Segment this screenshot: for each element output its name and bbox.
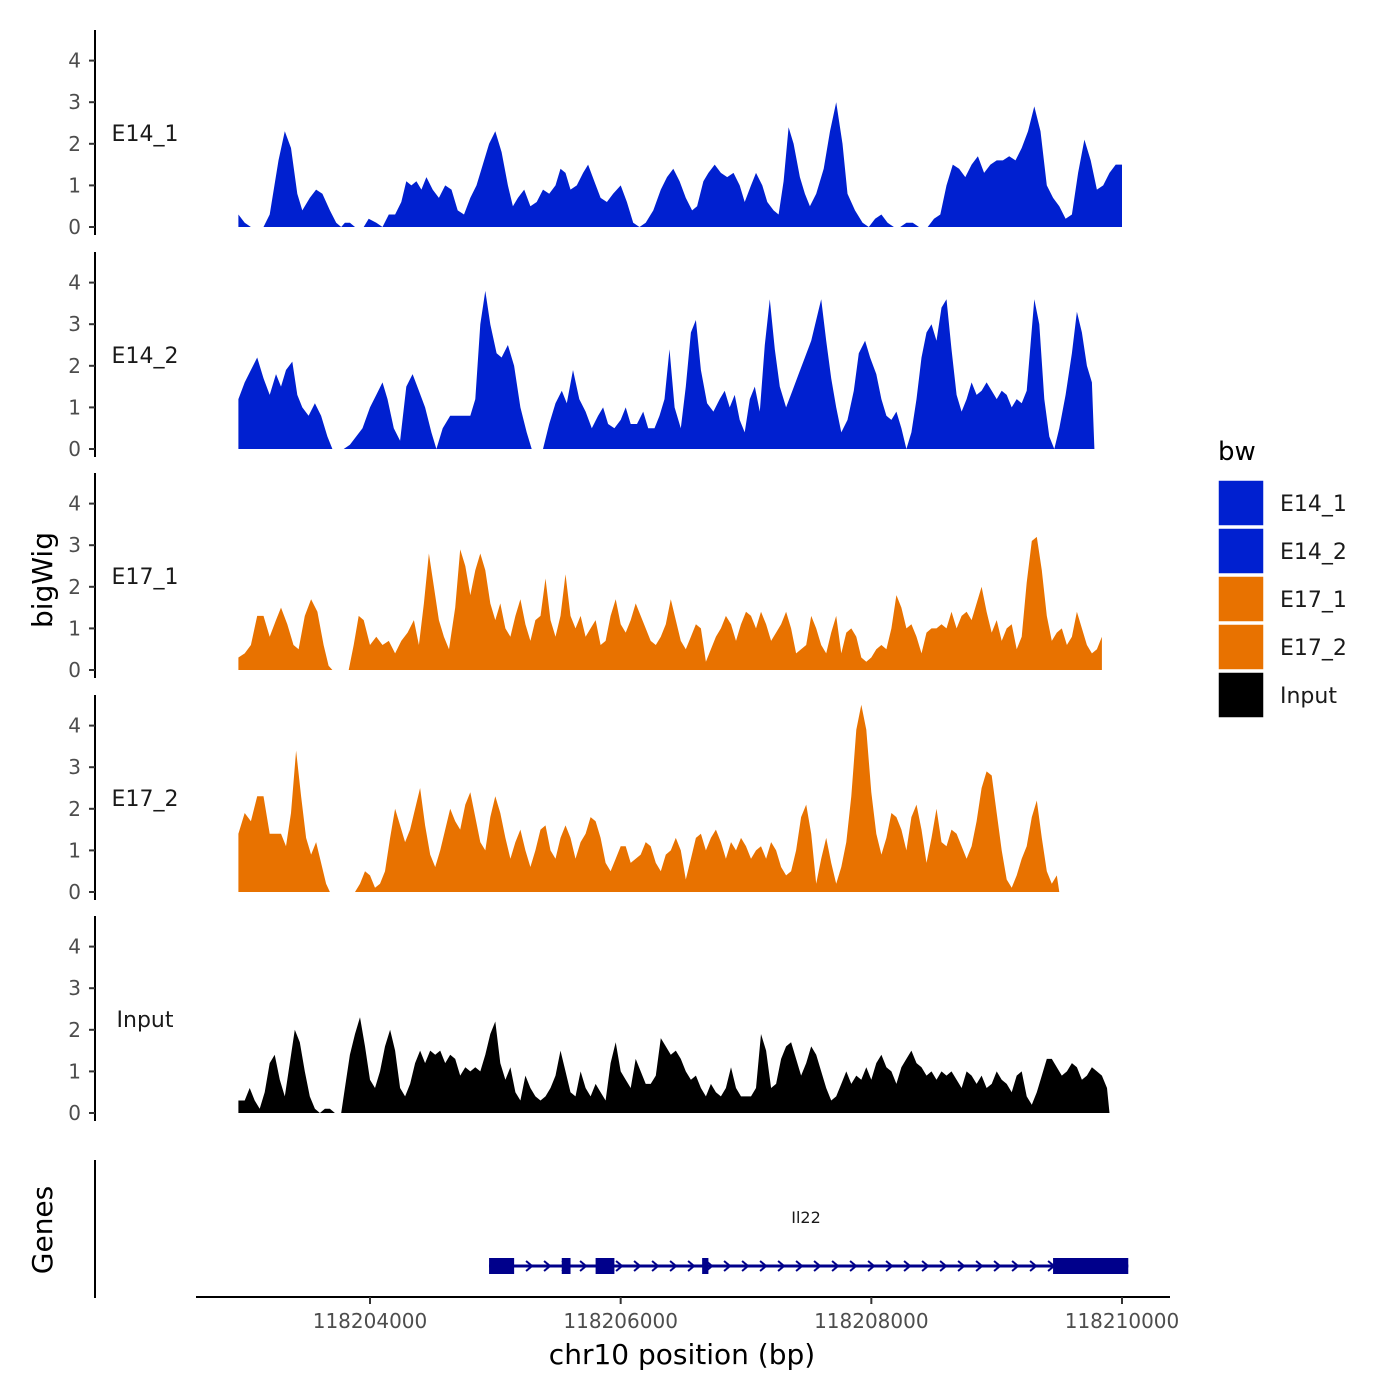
y-tick-label: 1 bbox=[68, 616, 81, 640]
strand-arrow bbox=[849, 1260, 858, 1272]
strand-arrow bbox=[615, 1260, 624, 1272]
strand-arrow bbox=[921, 1260, 930, 1272]
track-label: E17_1 bbox=[112, 565, 179, 590]
coverage-area bbox=[238, 290, 1095, 449]
strand-arrow bbox=[687, 1260, 696, 1272]
y-tick-label: 1 bbox=[68, 173, 81, 197]
strand-arrow bbox=[831, 1260, 840, 1272]
strand-arrow bbox=[723, 1260, 732, 1272]
y-tick-label: 4 bbox=[68, 492, 81, 516]
y-tick-label: 3 bbox=[68, 755, 81, 779]
strand-arrow bbox=[759, 1260, 768, 1272]
strand-arrow bbox=[813, 1260, 822, 1272]
strand-arrow bbox=[867, 1260, 876, 1272]
legend: bw E14_1 E14_2 E17_1 E17_2 Input bbox=[1217, 437, 1347, 719]
coverage-area bbox=[238, 1017, 1110, 1113]
x-tick-label: 118206000 bbox=[563, 1309, 678, 1333]
exon bbox=[561, 1258, 571, 1274]
coverage-area bbox=[238, 536, 1102, 670]
y-tick-label: 2 bbox=[68, 797, 81, 821]
exon bbox=[702, 1258, 709, 1274]
y-tick-label: 1 bbox=[68, 395, 81, 419]
x-tick-label: 118204000 bbox=[313, 1309, 428, 1333]
exon bbox=[1053, 1258, 1129, 1274]
track-E14_1: 0 1 2 3 4 E14_1 bbox=[68, 30, 1122, 239]
track-label: E14_1 bbox=[112, 122, 179, 147]
track-E14_2: 0 1 2 3 4 E14_2 bbox=[68, 252, 1095, 461]
strand-arrow bbox=[579, 1260, 588, 1272]
coverage-area bbox=[238, 704, 1060, 892]
strand-arrow bbox=[741, 1260, 750, 1272]
bigwig-tracks: 0 1 2 3 4 E14_1 0 1 2 3 4 E14_2 0 1 2 3 4 E17_1 0 1 2 3 4 E17_2… bbox=[68, 30, 1122, 1125]
legend-label: E17_1 bbox=[1280, 588, 1347, 613]
y-tick-label: 2 bbox=[68, 132, 81, 156]
y-axis-title: bigWig bbox=[26, 532, 59, 628]
track-Input: 0 1 2 3 4 Input bbox=[68, 916, 1110, 1125]
strand-arrow bbox=[993, 1260, 1002, 1272]
strand-arrow bbox=[957, 1260, 966, 1272]
track-E17_1: 0 1 2 3 4 E17_1 bbox=[68, 473, 1102, 682]
y-tick-label: 1 bbox=[68, 838, 81, 862]
y-tick-label: 2 bbox=[68, 354, 81, 378]
strand-arrow bbox=[651, 1260, 660, 1272]
legend-title: bw bbox=[1218, 437, 1256, 467]
strand-arrow bbox=[885, 1260, 894, 1272]
y-tick-label: 2 bbox=[68, 575, 81, 599]
y-tick-label: 3 bbox=[68, 533, 81, 557]
legend-label: E14_2 bbox=[1280, 540, 1347, 565]
y-tick-label: 0 bbox=[68, 437, 81, 461]
y-tick-label: 4 bbox=[68, 935, 81, 959]
y-tick-label: 3 bbox=[68, 312, 81, 336]
gene-track: Il22 bbox=[94, 1160, 1129, 1298]
strand-arrow bbox=[777, 1260, 786, 1272]
x-tick-label: 118210000 bbox=[1065, 1309, 1180, 1333]
exon bbox=[595, 1258, 615, 1274]
strand-arrow bbox=[633, 1260, 642, 1272]
legend-swatch bbox=[1217, 671, 1265, 719]
y-tick-label: 0 bbox=[68, 1101, 81, 1125]
genes-axis-title: Genes bbox=[26, 1186, 59, 1274]
strand-arrow bbox=[1029, 1260, 1038, 1272]
legend-label: Input bbox=[1280, 684, 1337, 709]
track-label: E17_2 bbox=[112, 787, 179, 812]
track-label: Input bbox=[117, 1008, 174, 1033]
y-tick-label: 3 bbox=[68, 90, 81, 114]
legend-label: E14_1 bbox=[1280, 492, 1347, 517]
legend-swatch bbox=[1217, 479, 1265, 527]
legend-swatch bbox=[1217, 575, 1265, 623]
coverage-area bbox=[238, 102, 1122, 227]
y-tick-label: 3 bbox=[68, 976, 81, 1000]
legend-label: E17_2 bbox=[1280, 636, 1347, 661]
exon bbox=[489, 1258, 515, 1274]
strand-arrow bbox=[525, 1260, 534, 1272]
y-tick-label: 0 bbox=[68, 658, 81, 682]
strand-arrow bbox=[975, 1260, 984, 1272]
gene-name-label: Il22 bbox=[791, 1208, 821, 1227]
strand-arrow bbox=[795, 1260, 804, 1272]
legend-swatch bbox=[1217, 527, 1265, 575]
x-axis: 118204000 118206000 118208000 118210000 bbox=[196, 1296, 1180, 1333]
strand-arrow bbox=[939, 1260, 948, 1272]
y-tick-label: 4 bbox=[68, 714, 81, 738]
legend-swatch bbox=[1217, 623, 1265, 671]
x-axis-title: chr10 position (bp) bbox=[549, 1338, 815, 1371]
y-tick-label: 2 bbox=[68, 1018, 81, 1042]
y-tick-label: 0 bbox=[68, 880, 81, 904]
strand-arrow bbox=[903, 1260, 912, 1272]
strand-arrow bbox=[543, 1260, 552, 1272]
y-tick-label: 0 bbox=[68, 215, 81, 239]
strand-arrow bbox=[1011, 1260, 1020, 1272]
y-tick-label: 1 bbox=[68, 1059, 81, 1083]
x-tick-label: 118208000 bbox=[814, 1309, 929, 1333]
y-tick-label: 4 bbox=[68, 49, 81, 73]
y-tick-label: 4 bbox=[68, 271, 81, 295]
track-E17_2: 0 1 2 3 4 E17_2 bbox=[68, 695, 1060, 904]
strand-arrow bbox=[669, 1260, 678, 1272]
track-label: E14_2 bbox=[112, 344, 179, 369]
